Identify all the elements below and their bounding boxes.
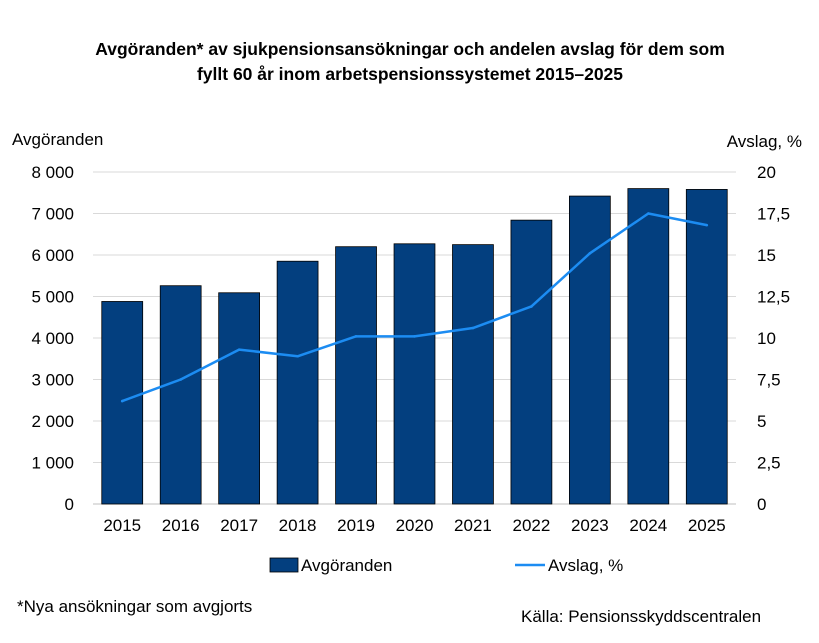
right-tick-label: 15: [757, 246, 776, 265]
x-tick-label: 2015: [103, 516, 141, 535]
bar: [335, 246, 377, 505]
left-tick-label: 0: [65, 495, 74, 514]
right-tick-label: 20: [757, 163, 776, 182]
left-axis-title: Avgöranden: [12, 130, 103, 149]
x-tick-label: 2017: [220, 516, 258, 535]
bar-series-avgoranden: [101, 188, 728, 505]
x-tick-label: 2024: [629, 516, 667, 535]
x-tick-label: 2025: [688, 516, 726, 535]
line-point: [120, 399, 124, 403]
bar: [510, 219, 553, 505]
left-axis-ticks: 0 1 000 2 000 3 000 4 000 5 000 6 000 7 000 8 00…: [31, 163, 74, 514]
legend-label-avslag: Avslag, %: [548, 556, 623, 575]
bar: [627, 188, 670, 505]
line-point: [647, 212, 650, 215]
left-tick-label: 6 000: [31, 246, 74, 265]
x-tick-label: 2018: [279, 516, 317, 535]
right-tick-label: 0: [757, 495, 766, 514]
x-tick-label: 2020: [396, 516, 434, 535]
right-tick-label: 5: [757, 412, 766, 431]
line-point: [413, 335, 416, 338]
x-tick-label: 2016: [162, 516, 200, 535]
bar: [393, 243, 436, 505]
line-point: [530, 305, 533, 308]
left-tick-label: 5 000: [31, 288, 74, 307]
source-note: Källa: Pensionsskyddscentralen: [521, 607, 762, 626]
right-axis-ticks: 0 2,5 5 7,5 10 12,5 15 17,5 20: [757, 163, 790, 514]
left-tick-label: 2 000: [31, 412, 74, 431]
line-point: [705, 223, 709, 227]
bar: [218, 292, 260, 505]
right-axis-title: Avslag, %: [727, 132, 802, 151]
bar: [276, 260, 319, 505]
legend-swatch-avgoranden: [269, 557, 299, 573]
line-point: [471, 326, 475, 330]
x-tick-label: 2019: [337, 516, 375, 535]
left-tick-label: 3 000: [31, 371, 74, 390]
right-tick-label: 10: [757, 329, 776, 348]
right-tick-label: 17,5: [757, 205, 790, 224]
bar: [569, 195, 611, 505]
left-tick-label: 4 000: [31, 329, 74, 348]
left-tick-label: 8 000: [31, 163, 74, 182]
line-point: [296, 354, 299, 358]
line-point: [179, 378, 182, 381]
line-point: [588, 252, 592, 255]
bar: [101, 301, 144, 505]
legend-label-avgoranden: Avgöranden: [301, 556, 392, 575]
x-tick-label: 2022: [512, 516, 550, 535]
bar: [452, 244, 494, 505]
x-axis-ticks: 2015 2016 2017 2018 2019 2020 2021 2022 2023 2024…: [103, 516, 725, 535]
x-tick-label: 2021: [454, 516, 492, 535]
chart-title-line-1: Avgöranden* av sjukpensionsansökningar o…: [95, 39, 725, 59]
footnote: *Nya ansökningar som avgjorts: [17, 597, 253, 616]
right-tick-label: 12,5: [757, 288, 790, 307]
x-tick-label: 2023: [571, 516, 609, 535]
bar: [685, 189, 728, 505]
line-point: [237, 348, 241, 351]
legend: Avgöranden Avslag, %: [269, 556, 623, 575]
line-point: [354, 335, 358, 338]
bar: [159, 285, 202, 505]
line-series-avslag: [120, 212, 709, 403]
right-tick-label: 7,5: [757, 371, 781, 390]
left-tick-label: 7 000: [31, 205, 74, 224]
right-tick-label: 2,5: [757, 454, 781, 473]
left-tick-label: 1 000: [31, 454, 74, 473]
chart-title-line-2: fyllt 60 år inom arbetspensionssystemet …: [197, 64, 623, 84]
